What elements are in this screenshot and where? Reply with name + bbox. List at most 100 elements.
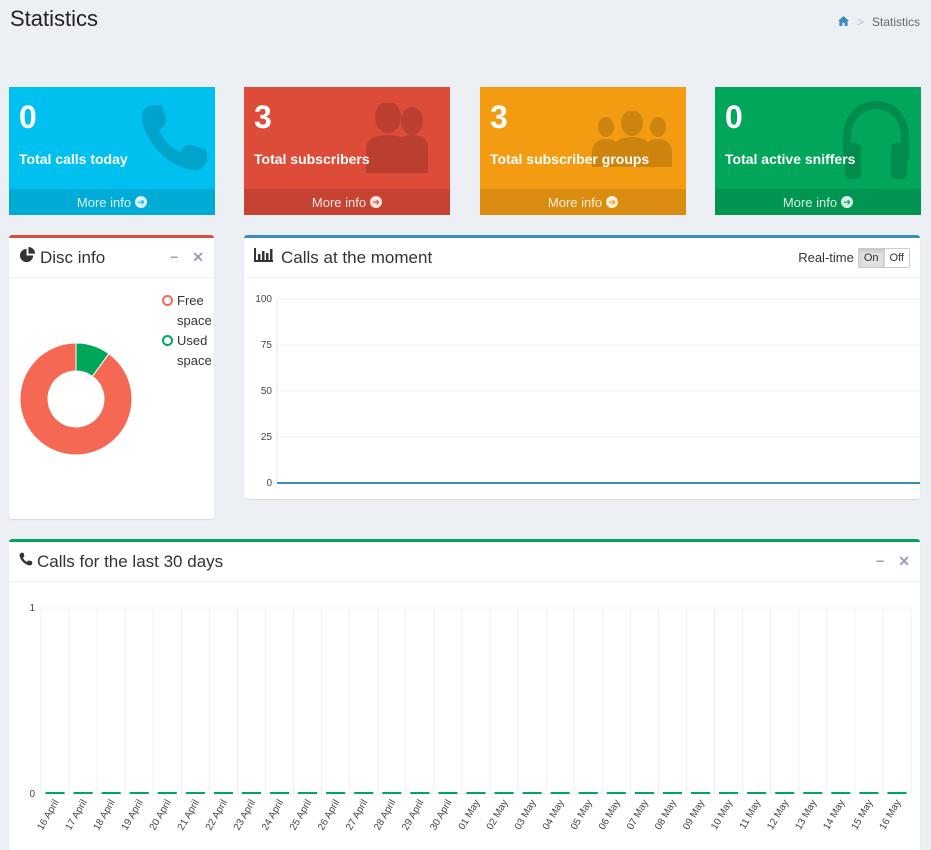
bar xyxy=(241,792,262,794)
bar xyxy=(550,792,570,794)
arrow-circle-right-icon: ➔ xyxy=(370,196,383,208)
x-tick-label: 24 April xyxy=(260,798,286,832)
more-info-link[interactable]: More info ➔ xyxy=(715,189,921,215)
stat-label: Total calls today xyxy=(19,151,128,167)
y-tick-label: 0 xyxy=(29,789,35,800)
bar xyxy=(73,792,93,794)
calls-moment-panel: Calls at the moment Real-time On Off 100… xyxy=(244,235,920,499)
y-tick-label: 50 xyxy=(261,386,273,397)
disc-donut-chart xyxy=(19,342,133,456)
breadcrumb: > Statistics xyxy=(838,15,920,29)
bar xyxy=(466,792,486,794)
x-tick-label: 03 May xyxy=(513,798,539,832)
x-tick-label: 10 May xyxy=(709,798,735,832)
bar xyxy=(213,792,233,794)
calls-30-days-bar-chart: 1 016 April 17 April 18 April 19 April 20 Apr… xyxy=(29,603,912,832)
stat-value: 0 xyxy=(725,99,743,135)
bar xyxy=(270,792,290,794)
x-tick-label: 26 April xyxy=(316,798,342,832)
legend-label: Free space xyxy=(177,293,212,328)
x-tick-label: 11 May xyxy=(738,798,764,831)
x-tick-label: 12 May xyxy=(765,798,791,832)
bar xyxy=(690,792,711,794)
bar xyxy=(438,792,458,794)
stat-box-calls: 0 Total calls today More info ➔ xyxy=(9,87,215,215)
x-tick-label: 20 April xyxy=(148,798,174,832)
bar xyxy=(522,792,542,794)
x-tick-label: 05 May xyxy=(569,798,595,832)
x-tick-label: 08 May xyxy=(653,798,679,832)
bar xyxy=(887,792,907,794)
bar xyxy=(775,792,795,794)
stat-label: Total subscriber groups xyxy=(490,151,650,167)
collapse-button[interactable]: − xyxy=(876,553,885,569)
arrow-circle-right-icon: ➔ xyxy=(135,196,148,208)
close-button[interactable]: ✕ xyxy=(898,553,910,569)
x-tick-label: 07 May xyxy=(625,798,651,832)
bar xyxy=(101,792,121,794)
x-tick-label: 02 May xyxy=(485,798,511,832)
calls-30-days-panel: Calls for the last 30 days − ✕ 1 0 16 Apri… xyxy=(9,539,920,850)
panel-header: Calls for the last 30 days − ✕ xyxy=(9,542,920,582)
x-tick-label: 23 April xyxy=(232,798,258,832)
realtime-toggle: On Off xyxy=(857,247,910,268)
x-tick-label: 29 April xyxy=(400,798,426,832)
disc-info-panel: Disc info − ✕ Free space Used space xyxy=(9,235,214,519)
x-tick-label: 01 May xyxy=(457,798,483,832)
bar xyxy=(634,792,654,794)
x-tick-label: 25 April xyxy=(288,798,314,832)
y-tick-label: 75 xyxy=(261,340,273,351)
stat-box-subscribers: 3 Total subscribers More info ➔ xyxy=(244,87,450,215)
stat-box-subscriber-groups: 3 Total subscriber groups More info ➔ xyxy=(480,87,686,215)
collapse-button[interactable]: − xyxy=(170,249,179,265)
x-tick-label: 18 April xyxy=(92,798,118,832)
legend-label: Used space xyxy=(177,333,212,368)
stat-label: Total active sniffers xyxy=(725,151,856,167)
more-info-link[interactable]: More info ➔ xyxy=(9,189,215,215)
bar-chart-icon xyxy=(254,248,273,267)
stat-box-sniffers: 0 Total active sniffers More info ➔ xyxy=(715,87,921,215)
bar xyxy=(578,792,598,794)
x-tick-label: 22 April xyxy=(204,798,230,832)
stat-value: 3 xyxy=(490,99,508,135)
panel-header: Calls at the moment Real-time On Off xyxy=(244,238,920,278)
panel-title: Calls at the moment xyxy=(281,247,433,267)
x-tick-label: 13 May xyxy=(793,798,819,832)
more-info-link[interactable]: More info ➔ xyxy=(244,189,450,215)
bar xyxy=(747,792,767,794)
x-tick-label: 19 April xyxy=(120,798,146,832)
stat-value: 3 xyxy=(254,99,272,135)
phone-icon xyxy=(139,101,211,178)
x-tick-label: 09 May xyxy=(681,798,707,832)
y-tick-label: 0 xyxy=(266,478,272,489)
home-icon[interactable] xyxy=(838,15,849,29)
breadcrumb-current: Statistics xyxy=(871,15,920,29)
headphones-icon xyxy=(841,99,911,188)
x-tick-label: 27 April xyxy=(344,798,370,832)
x-tick-label: 06 May xyxy=(597,798,623,832)
x-tick-label: 16 April xyxy=(35,798,61,832)
realtime-line-chart: 100 75 50 25 0 xyxy=(255,294,920,489)
x-tick-label: 14 May xyxy=(822,798,848,832)
realtime-on-button[interactable]: On xyxy=(858,248,884,267)
bar xyxy=(157,792,177,794)
groups-icon xyxy=(592,110,672,172)
close-button[interactable]: ✕ xyxy=(192,249,204,265)
realtime-label: Real-time xyxy=(798,250,854,265)
bar xyxy=(859,792,879,794)
bar xyxy=(803,792,823,794)
x-tick-label: 16 May xyxy=(878,798,904,832)
y-tick-label: 100 xyxy=(255,294,272,305)
page-title: Statistics xyxy=(10,6,99,31)
panel-title: Disc info xyxy=(40,247,106,267)
realtime-off-button[interactable]: Off xyxy=(883,248,909,267)
legend-marker-icon xyxy=(162,295,173,306)
pie-chart-icon xyxy=(19,246,36,269)
bar xyxy=(831,792,851,794)
more-info-link[interactable]: More info ➔ xyxy=(480,189,686,215)
x-tick-label: 15 May xyxy=(850,798,876,832)
bar xyxy=(45,792,65,794)
donut-slice-free xyxy=(19,342,133,456)
x-tick-label: 04 May xyxy=(541,798,567,832)
stat-value: 0 xyxy=(19,99,37,135)
